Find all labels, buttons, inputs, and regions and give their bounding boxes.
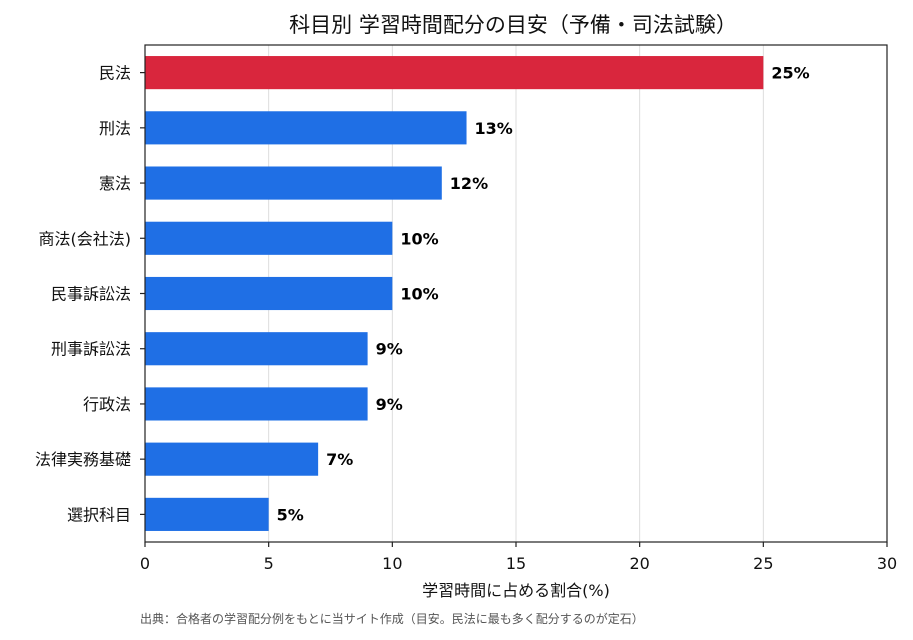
data-label: 7%	[326, 450, 353, 469]
bar	[145, 56, 764, 90]
data-label: 12%	[450, 174, 488, 193]
chart-title: 科目別 学習時間配分の目安（予備・司法試験）	[289, 13, 737, 37]
bar	[145, 276, 393, 311]
x-tick-label: 10	[382, 554, 402, 573]
bar	[145, 497, 269, 531]
data-label: 9%	[376, 340, 403, 359]
data-label: 5%	[277, 505, 304, 524]
bar	[145, 221, 393, 255]
data-label: 10%	[400, 285, 438, 304]
x-tick-label: 25	[753, 554, 773, 573]
data-label: 10%	[400, 229, 438, 248]
category-label: 刑法	[99, 119, 131, 138]
category-label: 憲法	[99, 174, 131, 193]
bar	[145, 442, 319, 476]
category-label: 民法	[99, 64, 131, 83]
category-label: 民事訴訟法	[51, 285, 131, 304]
bar	[145, 387, 368, 421]
data-label: 9%	[376, 395, 403, 414]
x-tick-label: 15	[506, 554, 526, 573]
bars	[145, 56, 764, 531]
category-label: 選択科目	[67, 505, 131, 524]
category-label: 刑事訴訟法	[51, 340, 131, 359]
category-label: 行政法	[83, 395, 131, 414]
category-label: 商法(会社法)	[39, 229, 132, 248]
bar	[145, 111, 467, 145]
x-axis-ticks: 0 5 10 15 20 25 30	[140, 542, 897, 573]
x-tick-label: 30	[877, 554, 897, 573]
data-label: 13%	[475, 119, 513, 138]
source-note: 出典：合格者の学習配分例をもとに当サイト作成（目安。民法に最も多く配分するのが定…	[140, 611, 644, 626]
x-tick-label: 0	[140, 554, 150, 573]
bar	[145, 332, 368, 366]
bar	[145, 166, 442, 200]
x-tick-label: 20	[629, 554, 649, 573]
data-label: 25%	[771, 64, 809, 83]
data-labels: 25% 13% 12% 10% 10% 9% 9% 7% 5%	[277, 64, 810, 525]
plot-frame	[144, 44, 888, 543]
category-label: 法律実務基礎	[35, 450, 131, 469]
x-axis-label: 学習時間に占める割合(%)	[422, 581, 610, 600]
x-tick-label: 5	[264, 554, 274, 573]
